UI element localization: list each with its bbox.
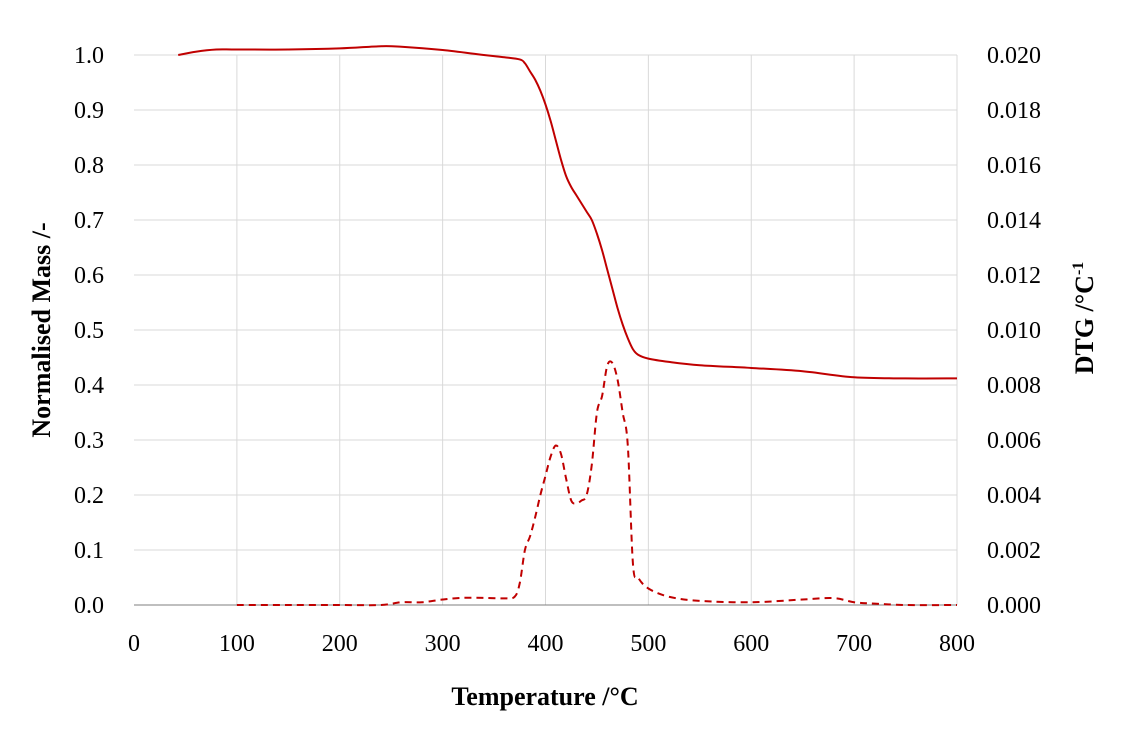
y2-tick-label: 0.000 xyxy=(987,593,1041,619)
x-tick-label: 100 xyxy=(219,631,255,657)
y2-tick-label: 0.018 xyxy=(987,98,1041,124)
y2-tick-label: 0.014 xyxy=(987,208,1041,234)
series xyxy=(178,45,958,607)
y2-tick-label: 0.006 xyxy=(987,428,1041,454)
y-tick-label: 0.9 xyxy=(74,98,104,124)
y2-tick-label: 0.020 xyxy=(987,43,1041,69)
x-tick-label: 600 xyxy=(733,631,769,657)
y2-tick-label: 0.008 xyxy=(987,373,1041,399)
dtg-series-line xyxy=(236,360,958,607)
x-tick-label: 0 xyxy=(128,631,140,657)
y2-axis-title-main: DTG /°C xyxy=(1070,275,1099,374)
x-tick-label: 700 xyxy=(836,631,872,657)
y-axis-title: Normalised Mass /- xyxy=(27,222,56,437)
y-tick-label: 0.5 xyxy=(74,318,104,344)
x-tick-labels: 0 100 200 300 400 500 600 700 800 xyxy=(128,631,975,657)
x-tick-label: 500 xyxy=(630,631,666,657)
y-tick-label: 0.7 xyxy=(74,208,104,234)
x-tick-label: 300 xyxy=(425,631,461,657)
y-tick-label: 0.2 xyxy=(74,483,104,509)
y2-tick-label: 0.012 xyxy=(987,263,1041,289)
y-tick-label: 0.3 xyxy=(74,428,104,454)
normalised-mass-series-line xyxy=(178,45,958,380)
y2-axis-title: DTG /°C-1 xyxy=(1070,262,1099,375)
y2-axis-title-superscript: -1 xyxy=(1070,262,1087,275)
x-tick-label: 400 xyxy=(528,631,564,657)
x-tick-label: 800 xyxy=(939,631,975,657)
y-tick-label: 0.1 xyxy=(74,538,104,564)
y2-tick-label: 0.004 xyxy=(987,483,1041,509)
y-tick-label: 0.6 xyxy=(74,263,104,289)
y-tick-label: 0.8 xyxy=(74,153,104,179)
y-tick-label: 0.0 xyxy=(74,593,104,619)
y2-tick-label: 0.010 xyxy=(987,318,1041,344)
y-tick-label: 1.0 xyxy=(74,43,104,69)
y-tick-labels: 0.0 0.1 0.2 0.3 0.4 0.5 0.6 0.7 0.8 0.9 1.0 xyxy=(74,43,104,619)
y2-tick-label: 0.002 xyxy=(987,538,1041,564)
x-axis-title: Temperature /°C xyxy=(451,682,638,711)
y2-tick-label: 0.016 xyxy=(987,153,1041,179)
x-tick-label: 200 xyxy=(322,631,358,657)
y-tick-label: 0.4 xyxy=(74,373,104,399)
y2-tick-labels: 0.000 0.002 0.004 0.006 0.008 0.010 0.012 0.014… xyxy=(987,43,1041,619)
grid xyxy=(134,54,958,605)
